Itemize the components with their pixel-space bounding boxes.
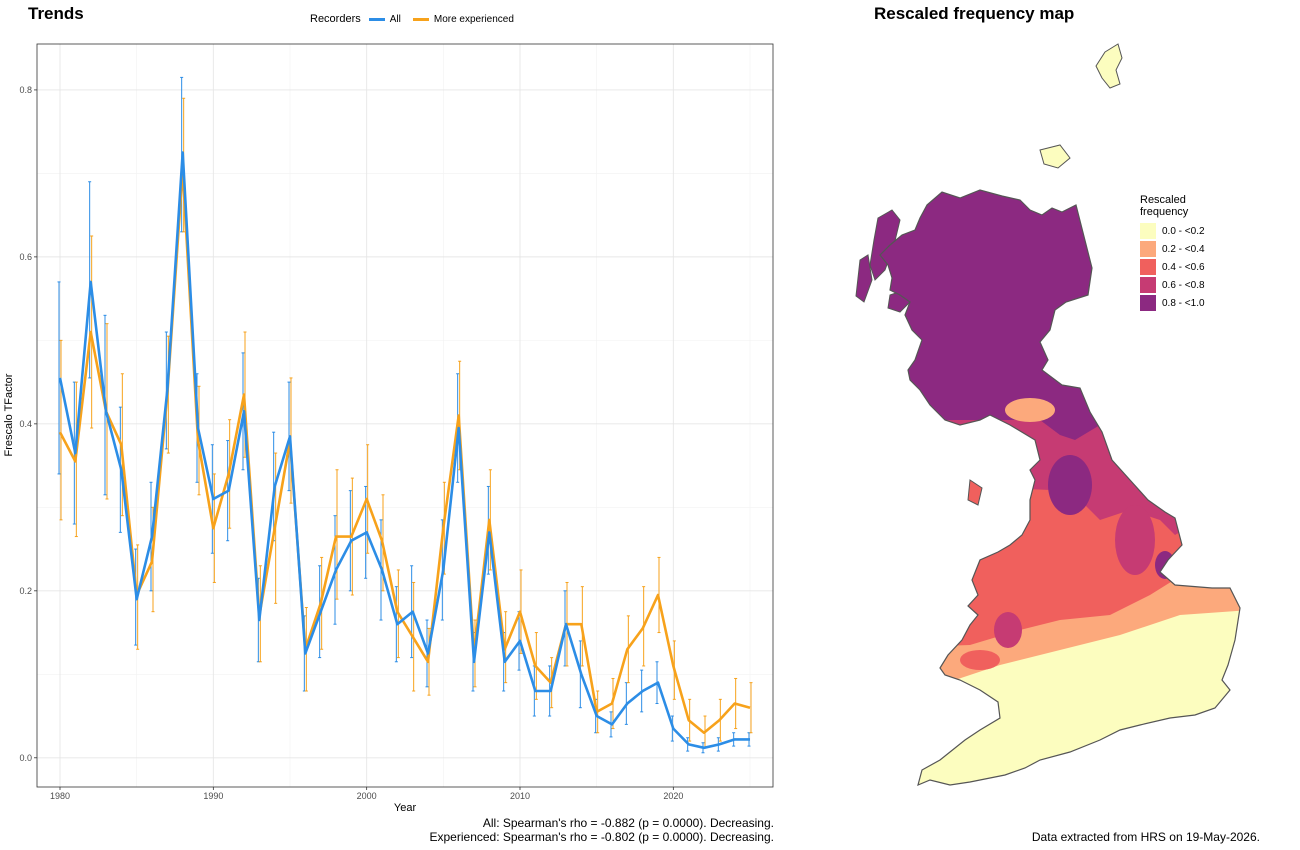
trends-footer: All: Spearman's rho = -0.882 (p = 0.0000…	[430, 816, 775, 844]
map-legend-label: 0.2 - <0.4	[1162, 243, 1205, 255]
footer-line-experienced: Experienced: Spearman's rho = -0.802 (p …	[429, 830, 775, 844]
x-axis-label: Year	[394, 802, 417, 814]
footer-line-all: All: Spearman's rho = -0.882 (p = 0.0000…	[482, 816, 774, 830]
x-tick-label: 1980	[50, 791, 70, 801]
frequency-map	[855, 43, 1241, 787]
y-tick-label: 0.0	[19, 753, 32, 763]
map-legend-title: Rescaled frequency	[1140, 194, 1205, 218]
isle-of-man	[967, 479, 983, 506]
map-legend: Rescaled frequency 0.0 - <0.2 0.2 - <0.4…	[1140, 194, 1205, 312]
x-tick-label: 2010	[510, 791, 530, 801]
x-tick-label: 2000	[357, 791, 377, 801]
legend-item-experienced: More experienced	[412, 13, 514, 25]
x-tick-label: 1990	[203, 791, 223, 801]
y-tick-label: 0.6	[19, 252, 32, 262]
legend-swatch-all	[368, 17, 385, 21]
orkney-islands	[1039, 144, 1071, 169]
map-legend-label: 0.4 - <0.6	[1162, 261, 1205, 273]
map-legend-row: 0.8 - <1.0	[1140, 294, 1205, 312]
y-tick-label: 0.2	[19, 586, 32, 596]
shetland-islands	[1095, 43, 1123, 89]
map-legend-row: 0.4 - <0.6	[1140, 258, 1205, 276]
map-legend-title-line-2: frequency	[1140, 206, 1189, 218]
map-legend-swatch	[1140, 259, 1156, 275]
legend-label-experienced: More experienced	[433, 13, 514, 25]
map-legend-row: 0.2 - <0.4	[1140, 240, 1205, 258]
map-legend-swatch	[1140, 295, 1156, 311]
map-legend-label: 0.6 - <0.8	[1162, 279, 1205, 291]
map-footer: Data extracted from HRS on 19-May-2026.	[1031, 830, 1260, 844]
map-legend-swatch	[1140, 223, 1156, 239]
western-isles-south	[855, 254, 873, 303]
legend-label-all: All	[389, 13, 401, 25]
map-title: Rescaled frequency map	[874, 4, 1075, 23]
series-line-all	[58, 151, 750, 750]
x-tick-label: 2020	[663, 791, 683, 801]
mainland-outline	[879, 189, 1241, 787]
map-legend-title-line-1: Rescaled	[1140, 194, 1186, 206]
trends-chart: 0.0 0.2 0.4 0.6 0.8 1980 1990 2000 2010 2020 Fres…	[3, 43, 774, 814]
series-line-experienced	[58, 167, 751, 735]
map-legend-swatch	[1140, 241, 1156, 257]
legend-item-all: All	[368, 13, 401, 25]
outer-hebrides	[869, 209, 901, 281]
y-tick-label: 0.4	[19, 419, 32, 429]
y-tick-label: 0.8	[19, 85, 32, 95]
y-axis-label: Frescalo TFactor	[3, 373, 15, 456]
trends-title: Trends	[28, 4, 84, 23]
map-legend-row: 0.0 - <0.2	[1140, 222, 1205, 240]
legend-swatch-experienced	[412, 17, 429, 21]
map-legend-label: 0.8 - <1.0	[1162, 297, 1205, 309]
plot-border	[36, 43, 774, 788]
map-legend-swatch	[1140, 277, 1156, 293]
legend-title: Recorders	[310, 13, 361, 25]
map-legend-row: 0.6 - <0.8	[1140, 276, 1205, 294]
map-legend-label: 0.0 - <0.2	[1162, 225, 1205, 237]
trends-legend: Recorders All More experienced	[310, 13, 526, 25]
